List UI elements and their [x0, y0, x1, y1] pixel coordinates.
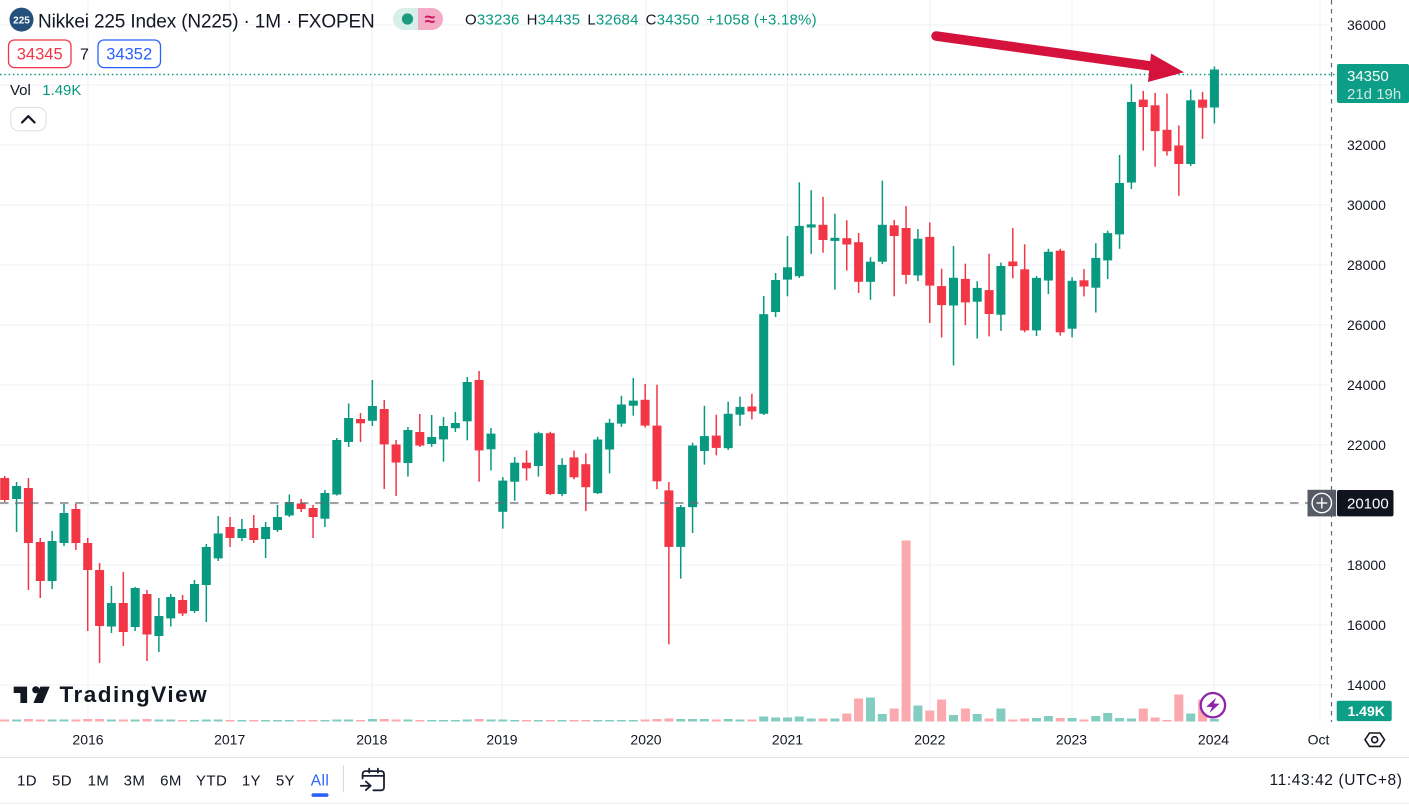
svg-text:18000: 18000 [1347, 557, 1386, 573]
svg-text:2022: 2022 [914, 732, 945, 748]
svg-text:7: 7 [80, 47, 89, 64]
svg-text:TradingView: TradingView [60, 682, 209, 707]
svg-text:2024: 2024 [1198, 732, 1229, 748]
svg-text:5D: 5D [52, 772, 72, 789]
svg-text:28000: 28000 [1347, 257, 1386, 273]
svg-text:1.49K: 1.49K [42, 82, 81, 99]
svg-text:Vol: Vol [10, 82, 31, 99]
svg-text:21d 19h: 21d 19h [1347, 86, 1401, 103]
svg-text:24000: 24000 [1347, 377, 1386, 393]
svg-text:16000: 16000 [1347, 617, 1386, 633]
svg-text:1M: 1M [88, 772, 110, 789]
svg-text:Oct: Oct [1308, 732, 1330, 748]
svg-text:Nikkei 225 Index (N225) · 1M ·: Nikkei 225 Index (N225) · 1M · FXOPEN [38, 11, 375, 32]
svg-text:34352: 34352 [106, 46, 152, 64]
svg-text:2018: 2018 [356, 732, 387, 748]
svg-text:2020: 2020 [630, 732, 661, 748]
svg-text:2023: 2023 [1056, 732, 1087, 748]
svg-text:≈: ≈ [425, 10, 436, 31]
svg-text:YTD: YTD [196, 772, 227, 789]
svg-text:2017: 2017 [214, 732, 245, 748]
svg-text:1Y: 1Y [242, 772, 261, 789]
svg-text:11:43:42 (UTC+8): 11:43:42 (UTC+8) [1270, 772, 1403, 789]
svg-text:36000: 36000 [1347, 17, 1386, 33]
svg-text:2021: 2021 [772, 732, 803, 748]
svg-text:225: 225 [13, 15, 30, 26]
svg-text:2016: 2016 [72, 732, 103, 748]
svg-text:All: All [311, 772, 329, 789]
svg-text:34345: 34345 [17, 46, 63, 64]
svg-text:14000: 14000 [1347, 677, 1386, 693]
svg-text:30000: 30000 [1347, 197, 1386, 213]
svg-text:32000: 32000 [1347, 137, 1386, 153]
svg-text:22000: 22000 [1347, 437, 1386, 453]
svg-text:1D: 1D [17, 772, 37, 789]
svg-text:26000: 26000 [1347, 317, 1386, 333]
svg-text:34350: 34350 [1347, 68, 1389, 85]
svg-text:6M: 6M [160, 772, 182, 789]
svg-text:2019: 2019 [486, 732, 517, 748]
svg-text:5Y: 5Y [276, 772, 295, 789]
svg-text:1.49K: 1.49K [1348, 703, 1385, 719]
svg-text:3M: 3M [124, 772, 146, 789]
svg-text:20100: 20100 [1347, 496, 1389, 513]
